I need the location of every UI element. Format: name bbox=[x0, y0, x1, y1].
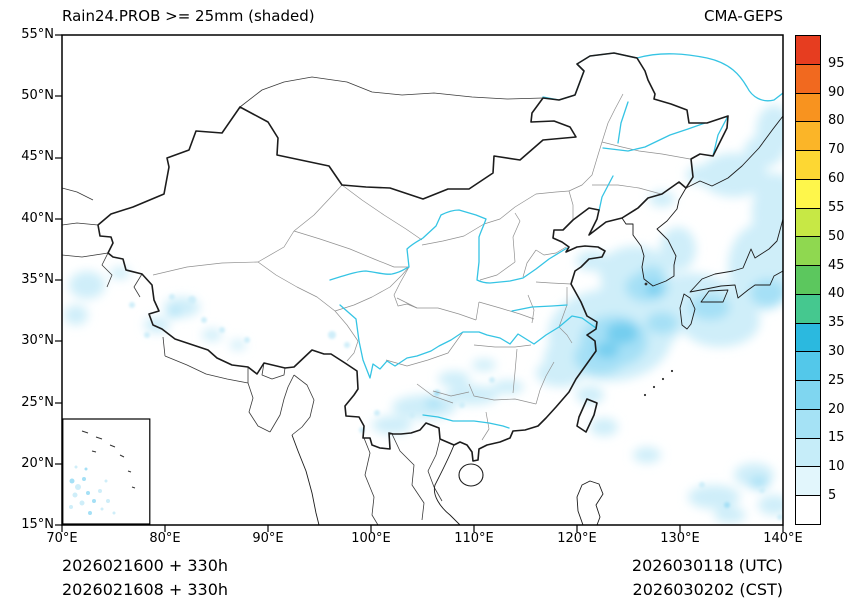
colorbar-segment bbox=[796, 64, 820, 94]
hainan-coast bbox=[458, 463, 484, 487]
map-frame bbox=[61, 34, 784, 526]
ussuri-river bbox=[712, 115, 729, 157]
colorbar-segment bbox=[796, 352, 820, 382]
russia-pacific-coast bbox=[685, 115, 783, 189]
colorbar-label: 30 bbox=[828, 344, 845, 359]
model-name: CMA-GEPS bbox=[704, 7, 783, 25]
bangladesh-border bbox=[247, 374, 295, 433]
colorbar-segment bbox=[796, 179, 820, 209]
colorbar-segment bbox=[796, 208, 820, 238]
ryukyu-islands bbox=[643, 282, 674, 397]
yangtze-river bbox=[339, 304, 597, 379]
kyushu-coast bbox=[679, 293, 696, 330]
colorbar-segment bbox=[796, 467, 820, 497]
colorbar-segment bbox=[796, 93, 820, 123]
y-axis-label: 35°N bbox=[21, 272, 54, 287]
colorbar-segment bbox=[796, 237, 820, 267]
precip-speckles bbox=[129, 294, 783, 520]
colorbar-label: 10 bbox=[828, 459, 845, 474]
colorbar-label: 45 bbox=[828, 258, 845, 273]
colorbar-segment bbox=[796, 409, 820, 439]
plot-title: Rain24.PROB >= 25mm (shaded) bbox=[62, 7, 315, 25]
y-axis-label: 55°N bbox=[21, 27, 54, 42]
colorbar-segment bbox=[796, 122, 820, 152]
precip-probability-shading bbox=[64, 105, 783, 523]
colorbar-segment bbox=[796, 496, 820, 525]
x-axis-label: 90°E bbox=[252, 531, 284, 546]
myanmar-coast bbox=[291, 434, 320, 525]
shikoku-coast bbox=[700, 289, 729, 303]
valid-time-utc: 2026030118 (UTC) bbox=[631, 556, 783, 575]
colorbar-segment bbox=[796, 294, 820, 324]
colorbar-label: 95 bbox=[828, 56, 845, 71]
china-border bbox=[97, 52, 729, 462]
yellow-river bbox=[329, 209, 568, 284]
colorbar-segment bbox=[796, 323, 820, 353]
y-axis-label: 25°N bbox=[21, 395, 54, 410]
foreign-borders bbox=[62, 76, 783, 525]
colorbar-segment bbox=[796, 36, 820, 65]
bhutan-border bbox=[261, 362, 286, 380]
korea-coast bbox=[621, 187, 687, 287]
x-axis-label: 80°E bbox=[149, 531, 181, 546]
colorbar-label: 70 bbox=[828, 142, 845, 157]
nen-river bbox=[617, 101, 629, 144]
x-axis-label: 110°E bbox=[454, 531, 494, 546]
colorbar bbox=[795, 35, 821, 525]
south-china-sea-inset bbox=[62, 418, 151, 525]
liao-river bbox=[598, 175, 614, 212]
colorbar-label: 40 bbox=[828, 286, 845, 301]
inset-precip-speckles bbox=[69, 465, 116, 515]
luzon-coast bbox=[576, 480, 604, 525]
amur-river bbox=[542, 52, 783, 102]
init-time-cst: 2026021608 + 330h bbox=[62, 580, 229, 599]
mongolia-russia-border bbox=[239, 76, 544, 108]
central-asia-borders bbox=[62, 187, 143, 298]
colorbar-label: 5 bbox=[828, 488, 837, 503]
songhua-river bbox=[602, 122, 706, 152]
y-axis-label: 50°N bbox=[21, 88, 54, 103]
init-time-utc: 2026021600 + 330h bbox=[62, 556, 229, 575]
y-axis-label: 15°N bbox=[21, 517, 54, 532]
colorbar-segment bbox=[796, 266, 820, 295]
y-axis-label: 45°N bbox=[21, 149, 54, 164]
colorbar-segment bbox=[796, 438, 820, 468]
province-boundaries bbox=[152, 93, 691, 441]
colorbar-label: 60 bbox=[828, 171, 845, 186]
thailand-laos-border bbox=[391, 433, 425, 521]
x-axis-label: 100°E bbox=[351, 531, 391, 546]
colorbar-label: 55 bbox=[828, 200, 845, 215]
colorbar-label: 50 bbox=[828, 229, 845, 244]
nepal-border bbox=[162, 336, 249, 384]
axis-ticks bbox=[55, 34, 784, 532]
rivers bbox=[329, 52, 783, 429]
colorbar-label: 25 bbox=[828, 373, 845, 388]
colorbar-label: 15 bbox=[828, 430, 845, 445]
taiwan-coast bbox=[576, 398, 598, 433]
x-axis-label: 70°E bbox=[46, 531, 78, 546]
pearl-river bbox=[422, 414, 510, 429]
colorbar-segment bbox=[796, 151, 820, 180]
myanmar-thailand-border bbox=[363, 437, 379, 525]
myanmar-india-border bbox=[291, 374, 315, 436]
colorbar-segment bbox=[796, 381, 820, 410]
map-canvas bbox=[55, 34, 784, 532]
laos-vietnam-border bbox=[427, 438, 443, 502]
y-axis-label: 20°N bbox=[21, 456, 54, 471]
x-axis-label: 140°E bbox=[763, 531, 803, 546]
x-axis-label: 120°E bbox=[557, 531, 597, 546]
honshu-coast bbox=[689, 218, 783, 299]
colorbar-label: 35 bbox=[828, 315, 845, 330]
colorbar-label: 20 bbox=[828, 402, 845, 417]
colorbar-label: 90 bbox=[828, 85, 845, 100]
y-axis-label: 30°N bbox=[21, 333, 54, 348]
vietnam-coast bbox=[433, 444, 461, 525]
x-axis-label: 130°E bbox=[660, 531, 700, 546]
valid-time-cst: 2026030202 (CST) bbox=[632, 580, 783, 599]
inset-islands bbox=[81, 430, 136, 489]
huai-river bbox=[511, 304, 568, 312]
colorbar-label: 80 bbox=[828, 113, 845, 128]
y-axis-label: 40°N bbox=[21, 211, 54, 226]
